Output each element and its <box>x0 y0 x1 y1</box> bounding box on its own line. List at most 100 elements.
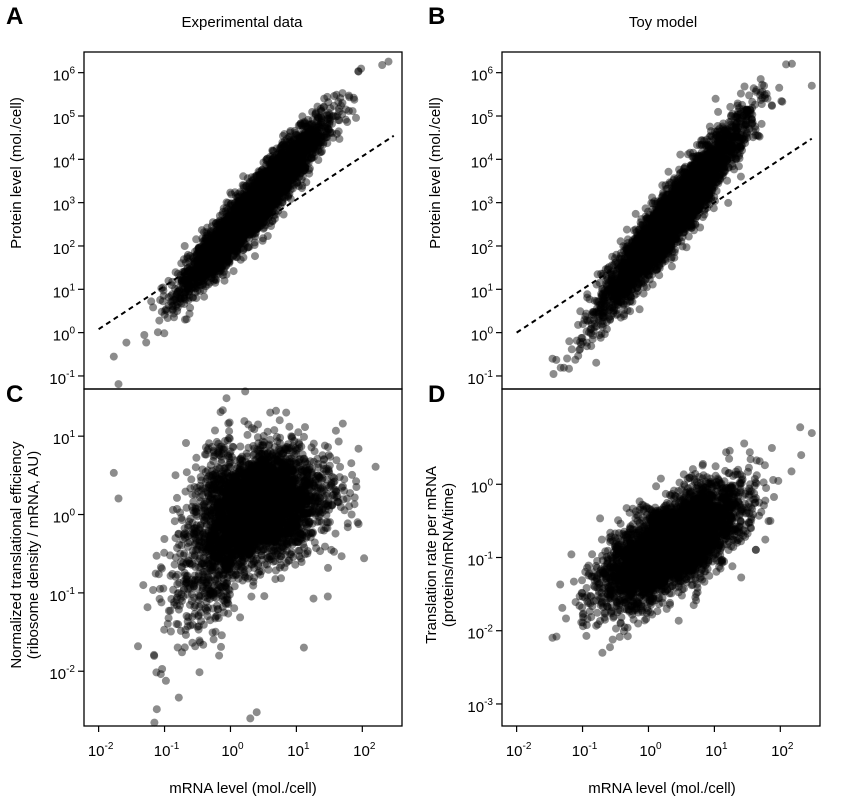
data-point <box>295 132 304 141</box>
y-tick-label: 100 <box>53 326 76 345</box>
data-point <box>279 132 287 140</box>
data-point <box>262 161 271 170</box>
data-point <box>567 345 576 354</box>
data-point <box>268 200 277 209</box>
data-point <box>275 180 284 189</box>
data-point <box>181 258 190 267</box>
data-point <box>265 169 274 178</box>
data-point <box>290 166 299 175</box>
data-point <box>227 228 236 237</box>
data-point <box>319 103 328 112</box>
data-point <box>323 111 332 119</box>
data-point <box>220 276 229 285</box>
data-point <box>243 174 252 183</box>
panel-b-y-axis-label: Protein level (mol./cell) <box>427 97 444 249</box>
data-point <box>238 217 247 225</box>
data-point <box>268 151 277 160</box>
data-point <box>313 123 322 132</box>
data-point <box>260 202 269 211</box>
data-point <box>323 92 332 101</box>
data-point <box>265 182 274 191</box>
y-tick-label: 105 <box>53 109 76 128</box>
data-point <box>263 169 272 178</box>
data-point <box>309 127 318 136</box>
data-point <box>277 175 286 184</box>
data-point <box>352 113 360 122</box>
data-point <box>276 173 285 182</box>
data-point <box>229 267 238 276</box>
data-point <box>202 268 211 277</box>
data-point <box>296 144 305 153</box>
data-point <box>266 152 274 161</box>
data-point <box>185 309 194 318</box>
data-point <box>329 111 338 120</box>
y-tick-label: 103 <box>53 196 76 215</box>
data-point <box>240 212 249 221</box>
data-point <box>192 294 201 303</box>
data-point <box>199 264 208 273</box>
data-point <box>775 83 784 92</box>
data-point <box>280 180 289 189</box>
panel-a-title: Experimental data <box>182 14 304 31</box>
data-point <box>263 205 272 213</box>
data-point <box>301 163 309 172</box>
data-point <box>664 167 673 176</box>
data-point <box>726 102 735 111</box>
data-point <box>235 203 244 212</box>
data-point <box>344 106 353 115</box>
data-point <box>259 203 268 212</box>
data-point <box>147 297 156 306</box>
data-point <box>294 155 303 164</box>
data-point <box>290 162 299 171</box>
data-point <box>239 203 248 212</box>
data-point <box>229 224 238 232</box>
data-point <box>283 171 292 180</box>
data-point <box>251 232 260 241</box>
y-tick-label: 106 <box>53 66 76 85</box>
data-point <box>238 209 247 218</box>
data-point <box>262 199 271 208</box>
data-point <box>157 307 166 316</box>
data-point <box>280 165 289 174</box>
data-point <box>263 232 272 240</box>
data-point <box>202 244 211 253</box>
data-point <box>261 193 270 202</box>
y-tick-label: 104 <box>53 152 76 171</box>
data-point <box>245 206 254 215</box>
data-point <box>225 221 234 230</box>
data-point <box>234 231 243 240</box>
data-point <box>236 221 245 230</box>
data-point <box>199 272 208 281</box>
data-point <box>354 67 363 76</box>
data-point <box>292 145 301 154</box>
data-point <box>122 338 131 347</box>
data-point <box>295 134 304 143</box>
data-point <box>114 380 123 389</box>
data-point <box>264 173 273 181</box>
data-point <box>282 168 291 177</box>
data-point <box>200 292 209 301</box>
data-point <box>349 93 358 102</box>
data-point <box>290 140 299 149</box>
data-point <box>279 158 288 167</box>
data-point <box>274 165 283 173</box>
data-point <box>218 262 227 271</box>
panel-label-a: A <box>6 3 23 30</box>
data-point <box>297 145 306 154</box>
data-point <box>226 222 235 231</box>
data-point <box>246 217 255 226</box>
data-point <box>204 260 213 269</box>
data-point <box>287 154 296 163</box>
data-point <box>252 186 261 195</box>
data-point <box>306 134 315 143</box>
data-point <box>263 202 272 210</box>
data-point <box>213 238 222 247</box>
data-point <box>622 225 631 234</box>
data-point <box>244 225 253 234</box>
data-point <box>226 205 235 214</box>
data-point <box>384 57 393 66</box>
data-point <box>185 293 194 302</box>
data-point <box>224 199 233 207</box>
